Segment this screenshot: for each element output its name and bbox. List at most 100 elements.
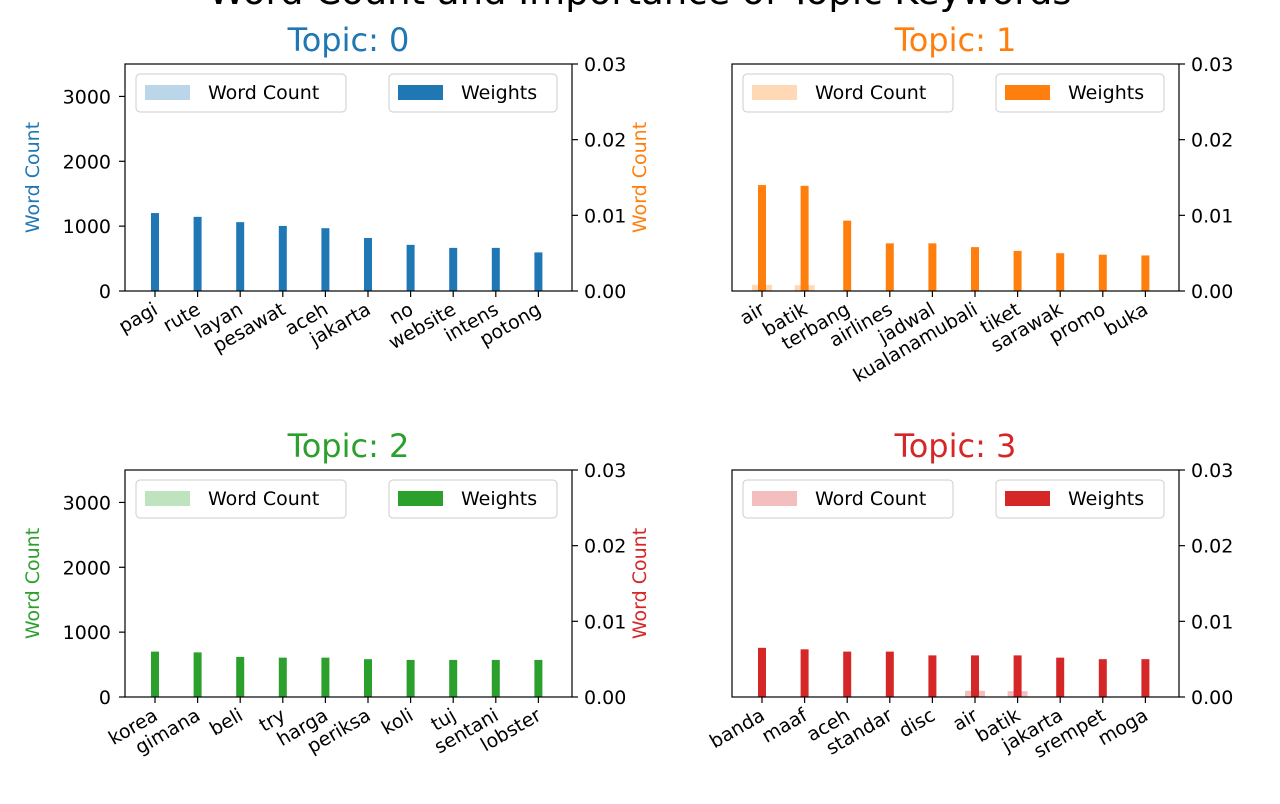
weight-bar	[278, 225, 287, 291]
right-tick-label: 0.03	[584, 54, 626, 76]
y-axis-label: Word Count	[629, 122, 651, 233]
weight-bar	[800, 649, 809, 697]
left-tick-label: 1000	[63, 622, 111, 644]
weight-bar	[151, 213, 159, 291]
weight-bar	[406, 244, 415, 291]
y-axis-label: Word Count	[22, 528, 44, 639]
weight-bar	[843, 220, 852, 291]
legend-box	[135, 73, 347, 113]
weight-bar	[800, 185, 809, 291]
weight-bar	[193, 216, 202, 291]
x-tick-label: disc	[895, 704, 939, 742]
plot-frame	[731, 63, 1180, 292]
weight-bar	[758, 647, 766, 697]
topic-panel-2: 01000200030000.000.010.020.03koreagimana…	[22, 427, 626, 759]
left-tick-label: 2000	[63, 557, 111, 579]
legend-swatch	[752, 491, 797, 506]
legend-box	[995, 479, 1165, 519]
topic-panel-3: 0.000.010.020.03bandamaafacehstandardisc…	[629, 427, 1233, 763]
right-tick-label: 0.00	[584, 687, 626, 709]
y-axis-label: Word Count	[629, 528, 651, 639]
plot-frame	[731, 469, 1180, 698]
right-tick-label: 0.03	[584, 460, 626, 482]
legend-word-count: Word Count	[135, 479, 347, 519]
right-tick-label: 0.02	[1191, 536, 1233, 558]
topic-panel-0: 01000200030000.000.010.020.03pagirutelay…	[22, 21, 626, 357]
weight-bar	[1056, 657, 1065, 697]
weight-bar	[151, 651, 159, 697]
weight-bar	[534, 252, 543, 291]
right-tick-label: 0.01	[1191, 611, 1233, 633]
x-tick-label: beli	[206, 704, 247, 740]
legend-swatch	[398, 85, 443, 100]
weight-bar	[236, 656, 245, 697]
legend-label: Weights	[1068, 82, 1144, 104]
panel-title: Topic: 1	[894, 21, 1017, 59]
right-tick-label: 0.00	[1191, 281, 1233, 303]
weight-bar	[406, 659, 415, 697]
left-tick-label: 0	[99, 281, 111, 303]
right-tick-label: 0.01	[584, 611, 626, 633]
legend-swatch	[398, 491, 443, 506]
legend-label: Word Count	[815, 488, 926, 510]
right-tick-label: 0.02	[584, 130, 626, 152]
weight-bar	[534, 659, 543, 697]
right-tick-label: 0.01	[584, 205, 626, 227]
legend-swatch	[1005, 491, 1050, 506]
panel-title: Topic: 3	[894, 427, 1017, 465]
topic-panel-1: 0.000.010.020.03airbatikterbangairlinesj…	[629, 21, 1233, 387]
legend-box	[742, 479, 954, 519]
x-tick-label: buka	[1101, 298, 1152, 340]
legend-swatch	[752, 85, 797, 100]
weight-bar	[449, 659, 458, 697]
legend-label: Weights	[1068, 488, 1144, 510]
weight-bar	[1141, 255, 1150, 291]
x-tick-label: moga	[1094, 704, 1152, 750]
weight-bar	[971, 247, 979, 291]
weight-bar	[449, 247, 458, 291]
weight-bar	[928, 655, 937, 697]
weight-bar	[885, 651, 894, 697]
right-tick-label: 0.03	[1191, 460, 1233, 482]
legend-label: Word Count	[208, 488, 319, 510]
legend-label: Word Count	[208, 82, 319, 104]
weight-bar	[321, 228, 330, 291]
legend-word-count: Word Count	[742, 73, 954, 113]
legend-word-count: Word Count	[135, 73, 347, 113]
weight-bar	[971, 655, 979, 697]
legend-box	[135, 479, 347, 519]
right-tick-label: 0.01	[1191, 205, 1233, 227]
legend-weights: Weights	[388, 73, 558, 113]
legend-swatch	[145, 85, 190, 100]
right-tick-label: 0.02	[1191, 130, 1233, 152]
legend-box	[742, 73, 954, 113]
legend-word-count: Word Count	[742, 479, 954, 519]
left-tick-label: 1000	[63, 216, 111, 238]
legend-weights: Weights	[388, 479, 558, 519]
legend-swatch	[145, 491, 190, 506]
weight-bar	[491, 659, 500, 697]
legend-label: Weights	[461, 488, 537, 510]
right-tick-label: 0.00	[584, 281, 626, 303]
plot-frame	[124, 63, 573, 292]
weight-bar	[1141, 659, 1150, 697]
weight-bar	[843, 651, 852, 697]
legend-swatch	[1005, 85, 1050, 100]
weight-bar	[364, 238, 372, 291]
right-tick-label: 0.03	[1191, 54, 1233, 76]
legend-box	[995, 73, 1165, 113]
legend-box	[388, 73, 558, 113]
left-tick-label: 2000	[63, 151, 111, 173]
panel-title: Topic: 0	[287, 21, 410, 59]
right-tick-label: 0.00	[1191, 687, 1233, 709]
x-tick-label: pagi	[115, 298, 162, 338]
legend-label: Weights	[461, 82, 537, 104]
weight-bar	[928, 243, 937, 291]
weight-bar	[1098, 659, 1107, 697]
weight-bar	[236, 222, 245, 291]
weight-bar	[364, 659, 372, 697]
weight-bar	[885, 243, 894, 291]
y-axis-label: Word Count	[22, 122, 44, 233]
